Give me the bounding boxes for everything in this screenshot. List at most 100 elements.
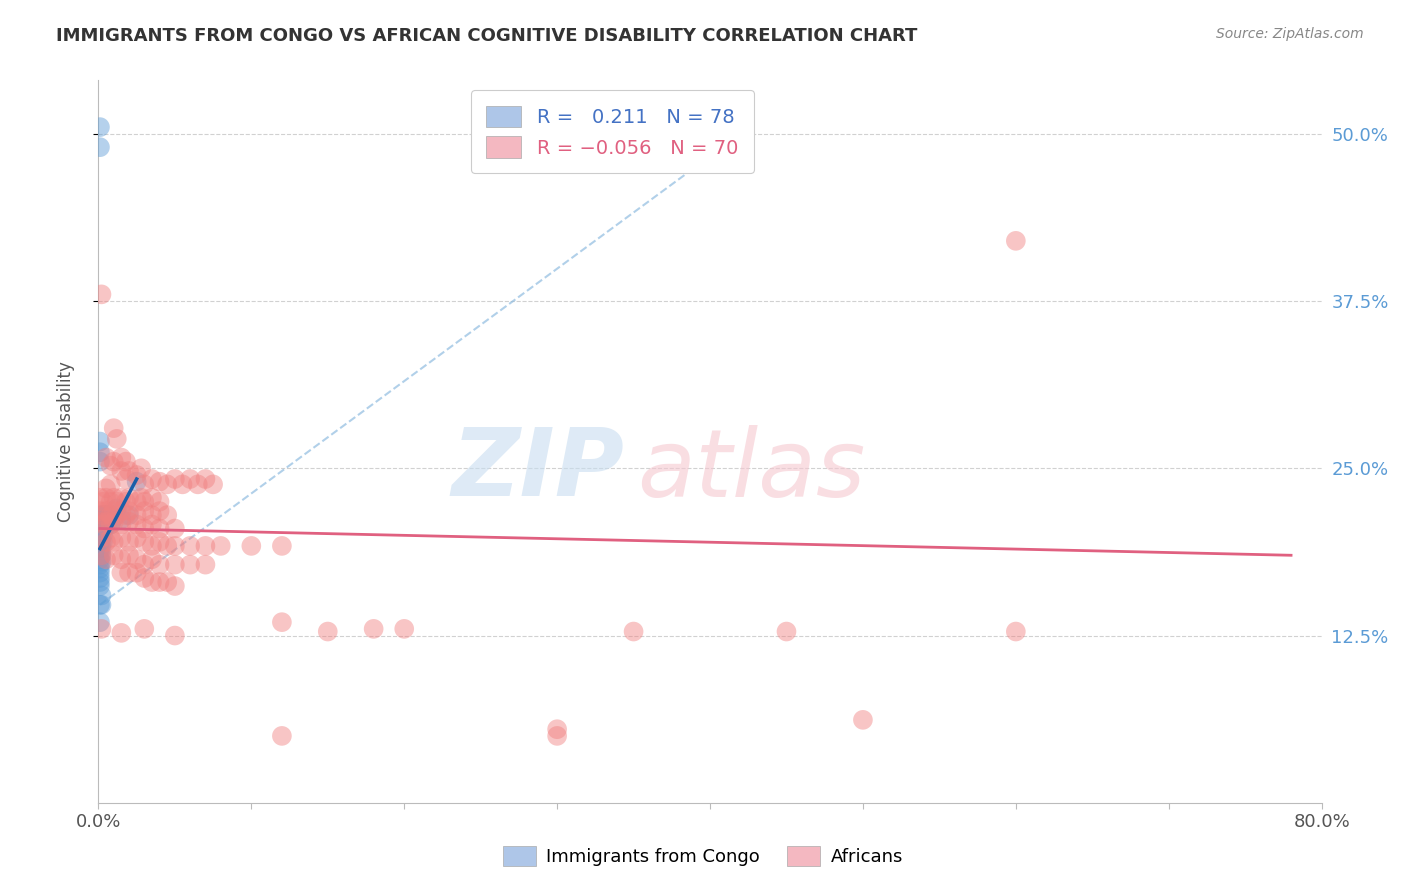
Point [89,541,111,556]
Point [125,517,148,532]
Point [90,548,112,563]
Point [89,434,111,449]
Point [125,531,148,545]
Point [90,531,112,545]
Point [110,450,132,465]
Point [194,472,217,486]
Point [89,508,111,523]
Point [91,508,114,523]
Point [134,521,156,535]
Point [141,552,163,566]
Point [129,491,152,505]
Point [1004,624,1026,639]
Point [90,598,112,612]
Point [90,528,112,542]
Point [623,624,645,639]
Point [163,539,186,553]
Point [163,558,186,572]
Point [105,501,128,516]
Point [97,517,120,532]
Point [90,555,112,569]
Point [118,515,141,529]
Point [240,539,263,553]
Legend: Immigrants from Congo, Africans: Immigrants from Congo, Africans [491,833,915,879]
Point [97,508,120,523]
Point [115,508,138,523]
Point [93,515,115,529]
Point [118,491,141,505]
Point [90,541,112,556]
Point [125,494,148,508]
Point [141,508,163,523]
Point [270,539,292,553]
Point [209,539,232,553]
Text: ZIP: ZIP [451,425,624,516]
Point [89,615,111,630]
Point [202,477,225,491]
Point [89,517,111,532]
Point [118,548,141,563]
Point [179,558,201,572]
Point [163,521,186,535]
Point [110,517,132,532]
Point [194,558,217,572]
Point [110,552,132,566]
Point [149,534,172,549]
Point [94,515,117,529]
Point [105,508,128,523]
Point [90,521,112,535]
Point [172,477,194,491]
Point [94,508,117,523]
Point [149,504,172,518]
Point [110,531,132,545]
Text: Source: ZipAtlas.com: Source: ZipAtlas.com [1216,27,1364,41]
Point [156,575,179,590]
Point [118,508,141,523]
Point [105,432,128,446]
Point [103,491,125,505]
Text: IMMIGRANTS FROM CONGO VS AFRICAN COGNITIVE DISABILITY CORRELATION CHART: IMMIGRANTS FROM CONGO VS AFRICAN COGNITI… [56,27,918,45]
Point [89,445,111,459]
Point [125,508,148,523]
Point [103,515,125,529]
Point [90,622,112,636]
Point [1004,234,1026,248]
Point [110,491,132,505]
Point [163,472,186,486]
Point [156,539,179,553]
Point [141,575,163,590]
Point [103,504,125,518]
Point [93,521,115,535]
Point [110,566,132,580]
Point [316,624,339,639]
Point [270,729,292,743]
Point [270,615,292,630]
Point [90,287,112,301]
Point [94,515,117,529]
Point [110,626,132,640]
Point [156,477,179,491]
Point [179,472,201,486]
Point [141,472,163,486]
Point [89,515,111,529]
Point [118,566,141,580]
Point [89,515,111,529]
Point [141,491,163,505]
Point [129,461,152,475]
Point [103,421,125,435]
Point [149,521,172,535]
Point [93,508,115,523]
Point [141,539,163,553]
Legend: R =   0.211   N = 78, R = −0.056   N = 70: R = 0.211 N = 78, R = −0.056 N = 70 [471,90,754,173]
Point [546,723,568,737]
Point [115,494,138,508]
Point [852,713,875,727]
Point [149,575,172,590]
Point [90,508,112,523]
Point [89,566,111,580]
Point [134,477,156,491]
Point [141,517,163,532]
Point [94,450,117,465]
Point [100,517,122,532]
Point [134,504,156,518]
